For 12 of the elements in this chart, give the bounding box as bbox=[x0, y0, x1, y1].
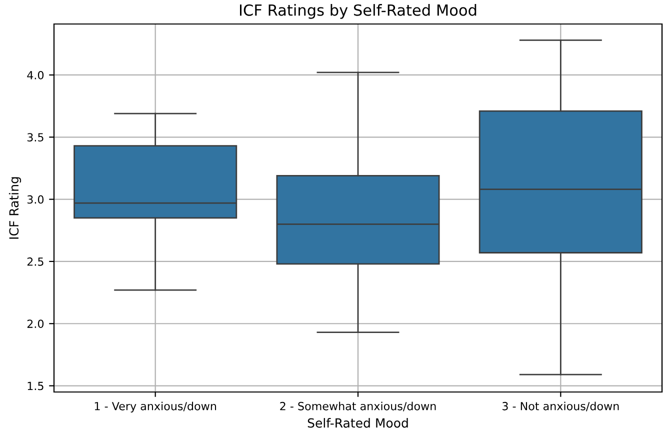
y-axis-title: ICF Rating bbox=[8, 177, 22, 239]
y-tick-label: 2.0 bbox=[27, 320, 44, 328]
x-axis-title: Self-Rated Mood bbox=[308, 418, 408, 428]
x-tick-label: 3 - Not anxious/down bbox=[502, 402, 619, 412]
y-tick-label: 4.0 bbox=[27, 70, 44, 80]
chart-title: ICF Ratings by Self-Rated Mood bbox=[240, 4, 476, 19]
x-tick-label: 2 - Somewhat anxious/down bbox=[280, 402, 436, 412]
y-tick-label: 3.0 bbox=[27, 195, 44, 204]
y-tick-label: 1.5 bbox=[28, 382, 44, 390]
y-tick-label: 2.5 bbox=[27, 257, 44, 266]
y-tick-label: 3.5 bbox=[27, 133, 44, 142]
x-tick-label: 1 - Very anxious/down bbox=[94, 402, 216, 412]
